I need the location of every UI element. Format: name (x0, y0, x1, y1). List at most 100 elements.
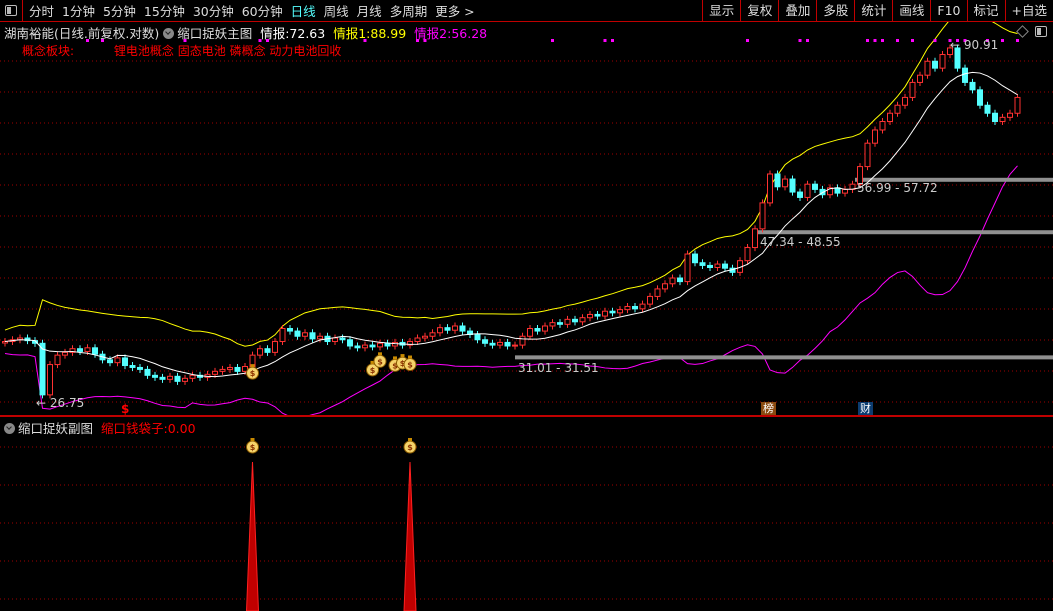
period-tab[interactable]: 5分钟 (102, 4, 136, 19)
candle-body (24, 337, 31, 342)
signal-dot (948, 39, 952, 42)
candle-body (557, 322, 563, 325)
toolbar-button[interactable]: 复权 (740, 0, 778, 22)
candle-body (504, 341, 511, 347)
candle-body (909, 81, 916, 98)
sub-indicator-name[interactable]: 缩口捉妖副图 (18, 421, 94, 436)
candle-body (257, 348, 263, 356)
ranking-tag[interactable]: 榜 (761, 402, 776, 416)
svg-text:$: $ (370, 366, 376, 375)
candle-body (714, 263, 721, 268)
period-tab[interactable]: 15分钟 (143, 4, 185, 19)
concept-label: 概念板块: (22, 44, 75, 58)
candle-body (609, 310, 616, 314)
finance-tag[interactable]: 财 (858, 402, 873, 416)
signal-dot (1001, 39, 1004, 42)
value-2-label: 情报2: (414, 26, 452, 41)
candle-body (752, 228, 758, 249)
value-1-label: 情报1: (333, 26, 371, 41)
candle-body (414, 337, 421, 343)
toolbar-button[interactable]: 显示 (702, 0, 740, 22)
toolbar-button[interactable]: 统计 (854, 0, 892, 22)
signal-dot (956, 39, 959, 42)
svg-text:$: $ (392, 361, 398, 370)
signal-spike (403, 461, 417, 611)
candlestick-chart[interactable]: $ $$ $ $ $ (0, 22, 1053, 415)
candle-body (962, 67, 968, 83)
sub-value-label: 缩口钱袋子: (101, 421, 168, 436)
toolbar-button[interactable]: 叠加 (778, 0, 816, 22)
concept-item[interactable]: 固态电池 (177, 44, 226, 58)
toolbar-buttons: 显示 复权 叠加 多股 统计 画线 F10 标记 +自选 (702, 0, 1053, 22)
period-tab[interactable]: 30分钟 (192, 4, 234, 19)
high-price-label: ← 90.91 (950, 38, 999, 52)
period-tab[interactable]: 60分钟 (241, 4, 283, 19)
candle-body (452, 325, 458, 331)
concept-sectors: 概念板块: 锂电池概念 固态电池 磷概念 动力电池回收 (22, 42, 341, 59)
candle-body (782, 178, 788, 188)
value-2: 56.28 (451, 26, 488, 41)
candle-body (287, 328, 293, 332)
period-tab[interactable]: 月线 (356, 4, 382, 19)
indicator-name[interactable]: 缩口捉妖主图 (177, 26, 253, 41)
sub-value: 0.00 (167, 421, 196, 436)
price-zone-bar (757, 230, 1053, 235)
candle-body (54, 354, 61, 366)
toolbar-button[interactable]: 标记 (966, 0, 1005, 22)
zone-label: 31.01 - 31.51 (518, 361, 599, 375)
candle-body (302, 332, 308, 337)
sub-indicator-chart[interactable]: $ $ (0, 417, 1053, 611)
svg-text:$: $ (407, 443, 413, 452)
candle-body (932, 60, 938, 69)
candle-body (107, 359, 113, 364)
panel-toggle-button[interactable] (0, 0, 23, 22)
candle-body (984, 104, 991, 114)
zone-label: 47.34 - 48.55 (760, 235, 841, 249)
toolbar-button[interactable]: F10 (930, 0, 966, 22)
signal-dot (101, 39, 104, 42)
candle-body (534, 328, 541, 332)
toolbar-button[interactable]: +自选 (1004, 0, 1053, 22)
candle-body (482, 339, 488, 344)
concept-item[interactable]: 动力电池回收 (269, 44, 342, 58)
period-tab[interactable]: 分时 (29, 4, 55, 19)
candle-body (827, 187, 833, 196)
candle-body (279, 328, 286, 343)
chevron-down-icon[interactable] (163, 28, 175, 39)
period-tab[interactable]: 多周期 (389, 4, 428, 19)
period-tab[interactable]: 更多 > (435, 4, 475, 19)
money-bag-icon: $ (246, 438, 259, 454)
candle-body (444, 327, 451, 331)
candle-body (812, 183, 818, 190)
concept-item[interactable]: 锂电池概念 (113, 44, 174, 58)
candle-body (669, 277, 676, 285)
period-tab[interactable]: 1分钟 (62, 4, 95, 19)
signal-dot (266, 39, 269, 42)
signal-dot (416, 39, 419, 42)
money-bag-icon: $ (373, 352, 387, 368)
money-bag-icon: $ (403, 355, 417, 372)
candle-body (437, 327, 443, 334)
window-icon[interactable] (1035, 26, 1047, 37)
concept-item[interactable]: 磷概念 (229, 44, 266, 58)
candle-body (872, 129, 878, 144)
money-bag-icon: $ (403, 438, 417, 454)
toolbar: 分时 1分钟 5分钟 15分钟 30分钟 60分钟 日线 周线 月线 多周期 更多 > 显示 复权 叠加… (0, 0, 1053, 22)
chevron-down-icon[interactable] (4, 423, 15, 434)
candle-body (864, 142, 871, 168)
price-zone-bar (855, 177, 1053, 182)
candle-body (227, 366, 233, 370)
candle-body (564, 318, 571, 325)
pane-divider[interactable] (0, 415, 1053, 417)
candle-body (309, 332, 316, 340)
period-tab[interactable]: 周线 (323, 4, 349, 19)
signal-dot (866, 39, 869, 42)
candle-body (497, 341, 503, 346)
candle-body (384, 342, 391, 347)
period-tab[interactable]: 日线 (290, 4, 316, 19)
toolbar-button[interactable]: 画线 (892, 0, 930, 22)
candle-body (77, 348, 83, 352)
signal-dot (258, 39, 262, 42)
money-bag-icon: $ (366, 360, 379, 377)
toolbar-button[interactable]: 多股 (816, 0, 854, 22)
